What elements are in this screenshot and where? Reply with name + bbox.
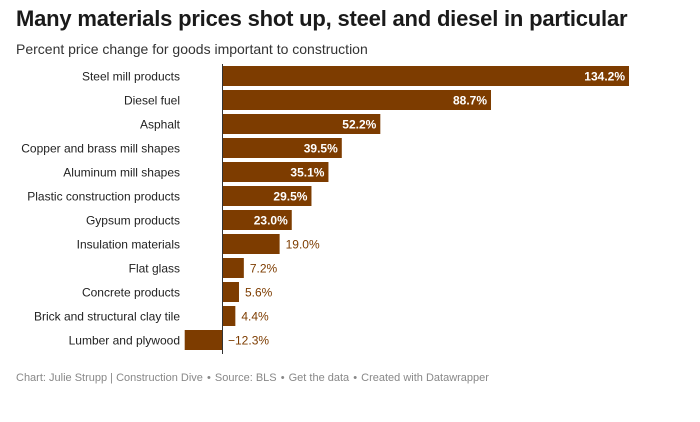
- value-label: 134.2%: [584, 70, 625, 84]
- value-label: 7.2%: [250, 262, 278, 276]
- bar: [222, 114, 381, 134]
- category-label: Diesel fuel: [124, 94, 180, 108]
- category-label: Brick and structural clay tile: [34, 310, 180, 324]
- category-label: Gypsum products: [86, 214, 180, 228]
- category-label: Lumber and plywood: [69, 334, 180, 348]
- category-label: Copper and brass mill shapes: [21, 142, 180, 156]
- footer-source: Source: BLS: [214, 372, 277, 384]
- bar: [222, 258, 244, 278]
- bar-chart: Steel mill products 134.2% Diesel fuel 88.7…: [21, 64, 629, 354]
- footer-separator: •: [206, 372, 211, 384]
- category-label: Aluminum mill shapes: [63, 166, 180, 180]
- category-label: Flat glass: [129, 262, 180, 276]
- bar: [222, 210, 292, 230]
- category-label: Steel mill products: [82, 70, 180, 84]
- bar: [222, 66, 629, 86]
- value-label: 5.6%: [245, 286, 273, 300]
- category-label: Concrete products: [82, 286, 180, 300]
- value-label: 39.5%: [304, 142, 338, 156]
- bar: [222, 186, 312, 206]
- category-label: Insulation materials: [77, 238, 180, 252]
- bar: [222, 306, 236, 326]
- bar: [222, 234, 280, 254]
- chart-footer: Chart: Julie Strupp | Construction Dive …: [16, 372, 489, 384]
- category-label: Asphalt: [140, 118, 181, 132]
- footer-separator: •: [353, 372, 358, 384]
- bar: [222, 90, 492, 110]
- get-data-link[interactable]: Get the data: [288, 372, 350, 384]
- chart-title: Many materials prices shot up, steel and…: [16, 6, 628, 31]
- footer-separator: •: [280, 372, 285, 384]
- bar: [222, 138, 342, 158]
- footer-credit: Chart: Julie Strupp | Construction Dive: [16, 372, 203, 384]
- footer-created: Created with Datawrapper: [361, 372, 489, 384]
- value-label: 23.0%: [254, 214, 288, 228]
- value-label: 52.2%: [342, 118, 376, 132]
- bar: [184, 330, 222, 350]
- chart-subtitle: Percent price change for goods important…: [16, 41, 368, 57]
- value-label: −12.3%: [228, 334, 269, 348]
- category-label: Plastic construction products: [27, 190, 180, 204]
- value-label: 4.4%: [241, 310, 269, 324]
- value-label: 88.7%: [453, 94, 487, 108]
- bar: [222, 162, 329, 182]
- value-label: 35.1%: [290, 166, 324, 180]
- value-label: 29.5%: [273, 190, 307, 204]
- value-label: 19.0%: [286, 238, 320, 252]
- bar: [222, 282, 239, 302]
